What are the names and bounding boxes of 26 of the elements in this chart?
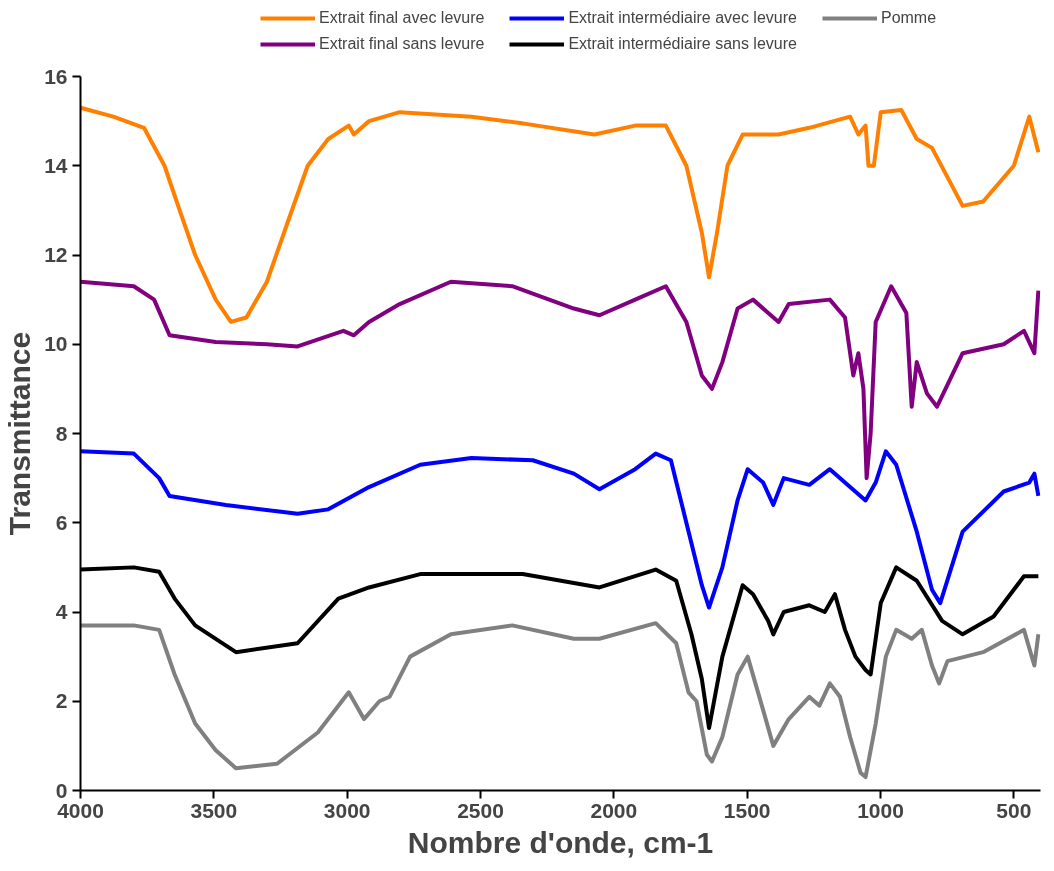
- x-tick-label: 2500: [457, 798, 504, 822]
- y-tick-label: 14: [44, 153, 68, 177]
- x-tick-label: 1500: [723, 798, 771, 822]
- legend-label: Extrait intermédiaire avec levure: [568, 9, 797, 27]
- y-tick-label: 16: [44, 64, 68, 88]
- x-tick-label: 1000: [857, 798, 904, 822]
- legend-label: Extrait intermédiaire sans levure: [568, 35, 797, 53]
- x-tick-label: 2000: [590, 798, 638, 822]
- y-axis-title: Transmittance: [3, 331, 37, 536]
- x-axis-title: Nombre d'onde, cm-1: [407, 825, 714, 859]
- legend-label: Extrait final avec levure: [319, 9, 485, 27]
- y-tick-label: 8: [55, 421, 68, 445]
- x-tick-label: 500: [996, 798, 1032, 822]
- y-tick-label: 12: [44, 243, 68, 266]
- legend-label: Pomme: [880, 9, 937, 27]
- y-tick-label: 6: [55, 510, 68, 534]
- line-series: [80, 621, 1041, 780]
- y-tick-label: 4: [55, 600, 68, 623]
- x-tick-label: 3000: [323, 798, 371, 822]
- y-tick-label: 10: [44, 332, 68, 356]
- x-tick-label: 3500: [190, 798, 238, 822]
- y-tick-label: 2: [55, 689, 68, 713]
- line-series: [80, 105, 1041, 324]
- legend-label: Extrait final sans levure: [319, 35, 485, 53]
- line-series: [80, 279, 1041, 481]
- line-series: [80, 449, 1041, 610]
